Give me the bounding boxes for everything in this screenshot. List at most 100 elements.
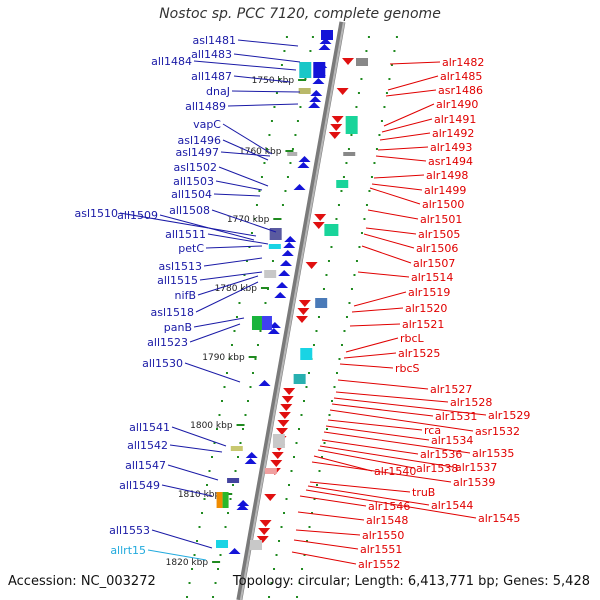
right-gene-label: alr1527 [430,383,472,396]
right-leader-line [369,187,421,205]
tick-dot [290,470,293,472]
right-leader-line [345,337,399,353]
left-leader-line [169,444,223,453]
tick-dot [265,148,268,150]
left-gene-label: panB [164,321,192,334]
forward-gene-arrow [264,494,277,501]
right-gene-label: asr1532 [475,425,520,438]
left-gene-label: dnaJ [206,85,230,98]
left-gene-label: all1553 [109,524,150,537]
reverse-gene-arrow [284,236,297,242]
right-gene-label: alr1540 [374,465,416,478]
tick-dot [350,134,353,136]
left-leader-line [203,257,263,267]
right-gene-label: alr1507 [413,257,455,270]
tick-dot [395,36,398,38]
tick-dot [365,204,368,206]
reverse-gene-arrow [267,328,280,334]
left-leader-line [215,180,263,191]
right-gene-label: alr1498 [426,169,468,182]
tick-dot [253,218,256,220]
right-gene-label: alr1536 [420,448,462,461]
left-leader-line [233,75,291,83]
tick-dot [232,484,235,486]
left-leader-line [222,139,269,161]
right-gene-label: alr1519 [408,286,450,299]
forward-gene-arrow [295,316,308,323]
reverse-gene-arrow [308,102,321,108]
tick-dot [317,316,320,318]
right-leader-line [319,445,454,468]
right-leader-line [321,439,419,455]
tick-dot [307,372,310,374]
tick-dot [237,456,240,458]
left-gene-label: all1503 [173,175,214,188]
tick-dot [355,106,358,108]
forward-gene-arrow [305,262,318,269]
forward-gene-arrow [280,404,293,411]
genome-ruler-shadow [236,21,346,600]
right-leader-line [333,397,487,416]
tick-dot [365,50,368,52]
right-gene-label: alr1490 [436,98,478,111]
right-leader-line [325,425,430,441]
tick-dot [251,372,254,374]
tick-dot [309,50,312,52]
tick-dot [286,176,289,178]
right-gene-label: alr1552 [358,558,400,571]
tick-dot [303,554,306,556]
tick-dot [244,414,247,416]
gene-box [300,348,313,360]
left-leader-line [159,214,255,241]
forward-gene-arrow [328,132,341,139]
reverse-gene-arrow [279,260,292,266]
tick-dot [388,78,391,80]
right-leader-line [339,363,394,369]
tick-dot [335,218,338,220]
accession-text: Accession: NC_003272 [8,574,156,589]
tick-dot [280,64,283,66]
left-leader-line [161,484,213,497]
tick-dot [328,414,331,416]
right-leader-line [317,449,415,469]
tick-dot [360,78,363,80]
right-leader-line [361,245,412,264]
reverse-gene-arrow [298,156,311,162]
left-gene-label: all1549 [119,479,160,492]
right-leader-line [291,551,357,565]
gene-box [250,540,263,550]
reverse-gene-arrow [293,184,306,190]
left-leader-line [211,209,277,233]
left-leader-line [205,245,263,249]
tick-dot [348,302,351,304]
tick-dot [243,274,246,276]
left-gene-label: asl1513 [158,260,202,273]
left-gene-label: all1484 [151,55,192,68]
tick-dot [300,414,303,416]
kbp-label: 1780 kbp [215,284,258,294]
left-leader-line [167,464,219,481]
left-leader-line [147,549,207,561]
right-leader-line [351,307,404,313]
left-leader-line [171,426,227,447]
right-gene-label: rbcL [400,332,425,345]
tick-dot [335,372,338,374]
forward-gene-arrow [271,452,284,459]
left-gene-label: vapC [193,118,221,131]
right-leader-line [335,391,449,403]
gene-box [356,58,369,66]
forward-gene-arrow [298,300,311,307]
forward-gene-arrow [258,528,271,535]
gene-box [336,180,349,188]
tick-dot [263,162,266,164]
topology-text: Topology: circular; Length: 6,413,771 bp… [232,574,590,589]
right-leader-line [307,485,430,506]
tick-dot [224,526,227,528]
tick-dot [260,176,263,178]
tick-dot [217,568,220,570]
tick-dot [230,344,233,346]
tick-dot [284,190,287,192]
tick-dot [305,386,308,388]
right-leader-line [381,118,433,133]
tick-dot [235,316,238,318]
